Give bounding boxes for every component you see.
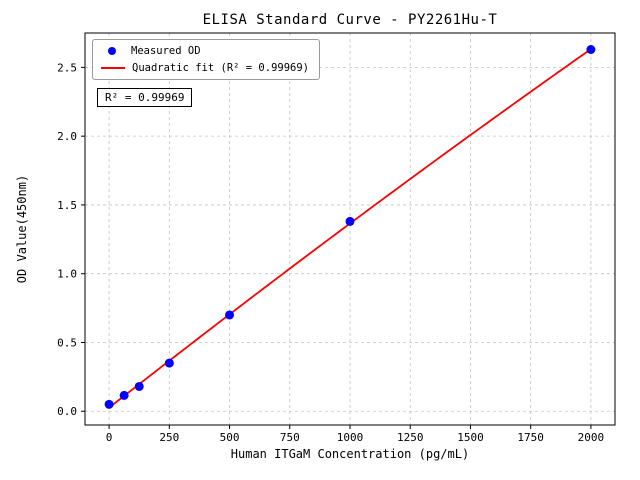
x-tick-label: 0: [106, 431, 113, 444]
y-tick-label: 0.0: [57, 405, 77, 418]
y-tick-label: 2.5: [57, 61, 77, 74]
blue-dot-marker: [108, 47, 116, 55]
x-tick-label: 1500: [457, 431, 484, 444]
legend-item-measured-od: Measured OD: [99, 45, 309, 57]
x-tick-label: 1750: [517, 431, 544, 444]
y-tick-label: 2.0: [57, 130, 77, 143]
data-point: [104, 399, 114, 409]
x-axis-label: Human ITGaM Concentration (pg/mL): [230, 447, 470, 461]
x-tick-label: 500: [220, 431, 240, 444]
legend-label-quadratic-fit: Quadratic fit (R² = 0.99969): [132, 62, 310, 74]
x-tick-label: 250: [159, 431, 179, 444]
y-tick-label: 0.5: [57, 336, 77, 349]
legend: Measured OD Quadratic fit (R² = 0.99969): [92, 39, 321, 80]
r-squared-annotation: R² = 0.99969: [97, 88, 193, 107]
legend-item-quadratic-fit: Quadratic fit (R² = 0.99969): [99, 62, 309, 74]
data-point: [134, 381, 144, 391]
data-point: [345, 216, 355, 226]
x-tick-label: 750: [280, 431, 300, 444]
x-tick-label: 1000: [337, 431, 364, 444]
y-tick-label: 1.5: [57, 199, 77, 212]
data-point: [164, 358, 174, 368]
data-point: [225, 310, 235, 320]
legend-label-measured-od: Measured OD: [131, 45, 201, 57]
chart-title: ELISA Standard Curve - PY2261Hu-T: [202, 12, 498, 28]
y-tick-label: 1.0: [57, 268, 77, 281]
x-tick-label: 2000: [578, 431, 605, 444]
red-line-marker: [101, 67, 125, 69]
data-point: [119, 390, 129, 400]
data-point: [586, 45, 596, 55]
x-tick-label: 1250: [397, 431, 424, 444]
y-axis-label: OD Value(450nm): [15, 174, 29, 284]
